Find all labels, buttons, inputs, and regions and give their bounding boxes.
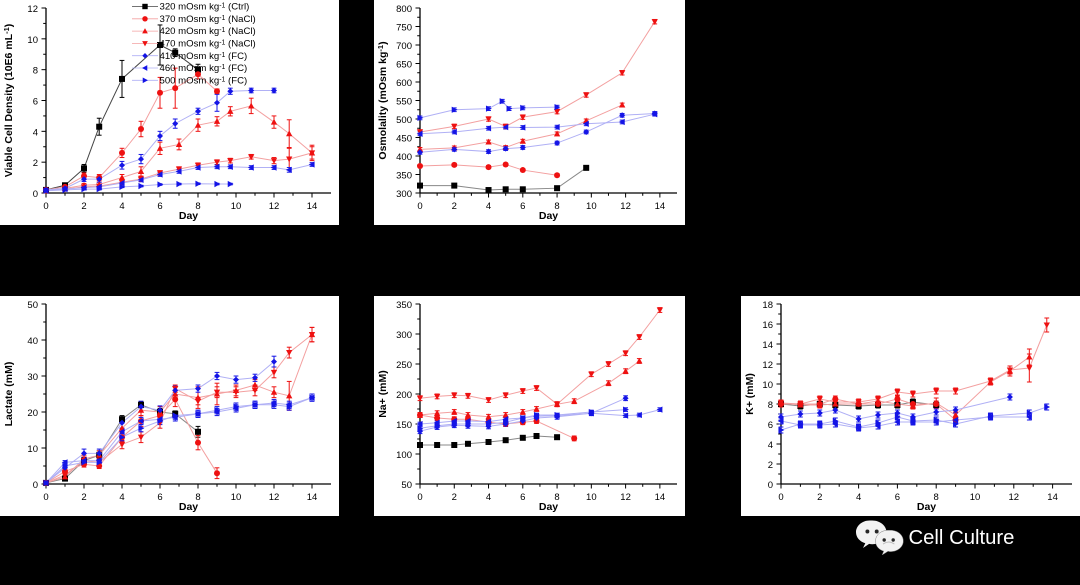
- svg-text:550: 550: [396, 97, 412, 108]
- svg-text:6: 6: [895, 492, 900, 503]
- svg-text:14: 14: [655, 492, 666, 503]
- svg-text:50: 50: [27, 300, 38, 311]
- svg-text:2: 2: [768, 460, 773, 471]
- svg-text:300: 300: [396, 189, 412, 200]
- svg-text:800: 800: [396, 4, 412, 15]
- svg-text:14: 14: [762, 340, 773, 351]
- svg-text:600: 600: [396, 78, 412, 89]
- svg-text:12: 12: [269, 492, 280, 503]
- svg-text:6: 6: [33, 97, 38, 108]
- svg-text:10: 10: [27, 35, 38, 46]
- svg-text:8: 8: [33, 66, 38, 77]
- svg-text:6: 6: [768, 420, 773, 431]
- svg-text:4: 4: [486, 201, 491, 212]
- svg-text:Day: Day: [179, 210, 198, 222]
- svg-text:6: 6: [520, 201, 525, 212]
- svg-text:2: 2: [33, 158, 38, 169]
- svg-text:Day: Day: [539, 501, 558, 513]
- svg-text:14: 14: [307, 201, 318, 212]
- svg-text:100: 100: [396, 450, 412, 461]
- svg-text:2: 2: [817, 492, 822, 503]
- svg-text:460 mOsm kg-1 (FC): 460 mOsm kg-1 (FC): [160, 63, 248, 74]
- svg-text:750: 750: [396, 23, 412, 34]
- svg-text:2: 2: [81, 492, 86, 503]
- svg-text:20: 20: [27, 408, 38, 419]
- svg-text:0: 0: [417, 201, 422, 212]
- svg-text:10: 10: [586, 492, 597, 503]
- svg-text:0: 0: [33, 480, 38, 491]
- svg-text:350: 350: [396, 300, 412, 311]
- svg-text:12: 12: [27, 4, 38, 15]
- svg-text:30: 30: [27, 372, 38, 383]
- svg-text:Viable Cell Density (10E6 mL-1: Viable Cell Density (10E6 mL-1): [2, 24, 15, 178]
- svg-text:0: 0: [417, 492, 422, 503]
- svg-text:420 mOsm kg-1 (NaCl): 420 mOsm kg-1 (NaCl): [160, 26, 256, 37]
- svg-text:10: 10: [231, 492, 242, 503]
- svg-text:K+ (mM): K+ (mM): [744, 373, 756, 415]
- svg-text:14: 14: [1047, 492, 1058, 503]
- svg-text:200: 200: [396, 390, 412, 401]
- svg-text:6: 6: [520, 492, 525, 503]
- svg-text:Day: Day: [917, 501, 936, 513]
- svg-text:470 mOsm kg-1 (NaCl): 470 mOsm kg-1 (NaCl): [160, 38, 256, 49]
- svg-text:300: 300: [396, 330, 412, 341]
- svg-text:2: 2: [452, 492, 457, 503]
- svg-text:500: 500: [396, 115, 412, 126]
- svg-text:12: 12: [1009, 492, 1020, 503]
- svg-text:Day: Day: [539, 210, 558, 222]
- svg-text:0: 0: [768, 480, 773, 491]
- svg-text:0: 0: [43, 492, 48, 503]
- svg-text:12: 12: [269, 201, 280, 212]
- svg-text:10: 10: [27, 444, 38, 455]
- svg-text:150: 150: [396, 420, 412, 431]
- svg-text:Osmolality (mOsm kg-1): Osmolality (mOsm kg-1): [376, 41, 389, 159]
- svg-text:14: 14: [307, 492, 318, 503]
- svg-text:4: 4: [33, 127, 38, 138]
- svg-text:50: 50: [401, 480, 412, 491]
- svg-text:0: 0: [43, 201, 48, 212]
- svg-text:8: 8: [768, 400, 773, 411]
- svg-text:4: 4: [119, 492, 124, 503]
- svg-text:0: 0: [33, 189, 38, 200]
- svg-text:12: 12: [620, 492, 631, 503]
- svg-text:4: 4: [119, 201, 124, 212]
- svg-text:10: 10: [970, 492, 981, 503]
- svg-text:400: 400: [396, 152, 412, 163]
- svg-text:10: 10: [231, 201, 242, 212]
- svg-text:0: 0: [778, 492, 783, 503]
- svg-text:12: 12: [620, 201, 631, 212]
- svg-text:10: 10: [762, 380, 773, 391]
- svg-text:2: 2: [81, 201, 86, 212]
- svg-text:16: 16: [762, 320, 773, 331]
- svg-text:320 mOsm kg-1 (Ctrl): 320 mOsm kg-1 (Ctrl): [160, 2, 250, 13]
- svg-text:40: 40: [27, 336, 38, 347]
- svg-text:250: 250: [396, 360, 412, 371]
- svg-text:6: 6: [157, 201, 162, 212]
- svg-text:2: 2: [452, 201, 457, 212]
- svg-text:18: 18: [762, 300, 773, 311]
- svg-text:4: 4: [856, 492, 861, 503]
- svg-text:Lactate (mM): Lactate (mM): [3, 362, 15, 427]
- svg-text:650: 650: [396, 60, 412, 71]
- svg-text:6: 6: [157, 492, 162, 503]
- svg-text:4: 4: [768, 440, 773, 451]
- svg-text:4: 4: [486, 492, 491, 503]
- svg-text:450: 450: [396, 134, 412, 145]
- svg-text:350: 350: [396, 171, 412, 182]
- svg-text:10: 10: [586, 201, 597, 212]
- svg-text:Day: Day: [179, 501, 198, 513]
- svg-text:410 mOsm kg-1 (FC): 410 mOsm kg-1 (FC): [160, 51, 248, 62]
- svg-text:Na+ (mM): Na+ (mM): [377, 370, 389, 418]
- svg-text:14: 14: [655, 201, 666, 212]
- svg-text:500 mOsm kg-1 (FC): 500 mOsm kg-1 (FC): [160, 75, 248, 86]
- svg-text:12: 12: [762, 360, 773, 371]
- svg-text:700: 700: [396, 41, 412, 52]
- svg-text:Cell Culture: Cell Culture: [909, 527, 1015, 549]
- svg-text:370 mOsm kg-1 (NaCl): 370 mOsm kg-1 (NaCl): [160, 14, 256, 25]
